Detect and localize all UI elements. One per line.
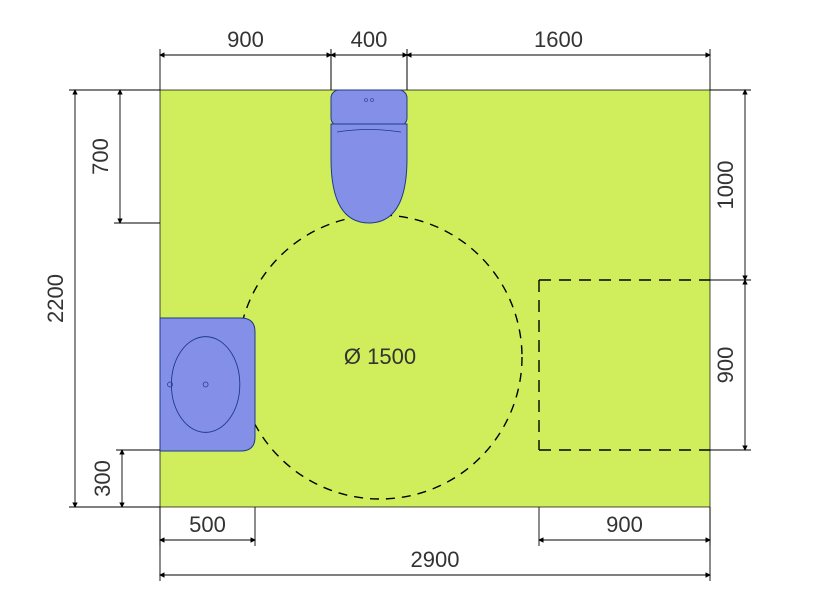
dim-label: 500 [189,512,226,537]
dim-label: 300 [90,460,115,497]
dim-label: 1000 [713,161,738,210]
sink-fixture [160,318,255,451]
dim-label: 700 [88,138,113,175]
dim-label: 900 [713,347,738,384]
dim-label: 900 [227,27,264,52]
dim-label: 1600 [534,27,583,52]
dim-label: 900 [606,512,643,537]
toilet-fixture [331,90,407,223]
dim-label: 2200 [43,274,68,323]
turning-circle-label: Ø 1500 [344,344,416,369]
dim-label: 2900 [411,547,460,572]
dim-label: 400 [351,27,388,52]
